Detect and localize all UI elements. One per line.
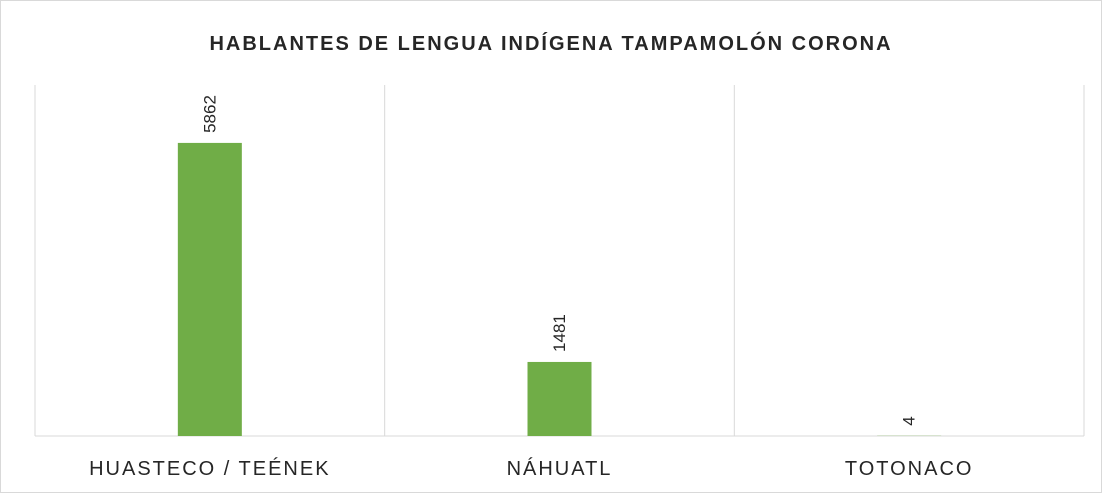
data-label: 4 bbox=[900, 416, 919, 425]
bar bbox=[177, 142, 242, 437]
data-label: 1481 bbox=[550, 314, 569, 352]
bar bbox=[527, 361, 592, 436]
data-label: 5862 bbox=[200, 95, 219, 133]
x-tick-label: TOTONACO bbox=[845, 458, 974, 480]
x-tick-label: HUASTECO / TEÉNEK bbox=[89, 457, 330, 480]
chart-title: HABLANTES DE LENGUA INDÍGENA TAMPAMOLÓN … bbox=[209, 31, 892, 55]
x-tick-label: NÁHUATL bbox=[507, 457, 613, 480]
